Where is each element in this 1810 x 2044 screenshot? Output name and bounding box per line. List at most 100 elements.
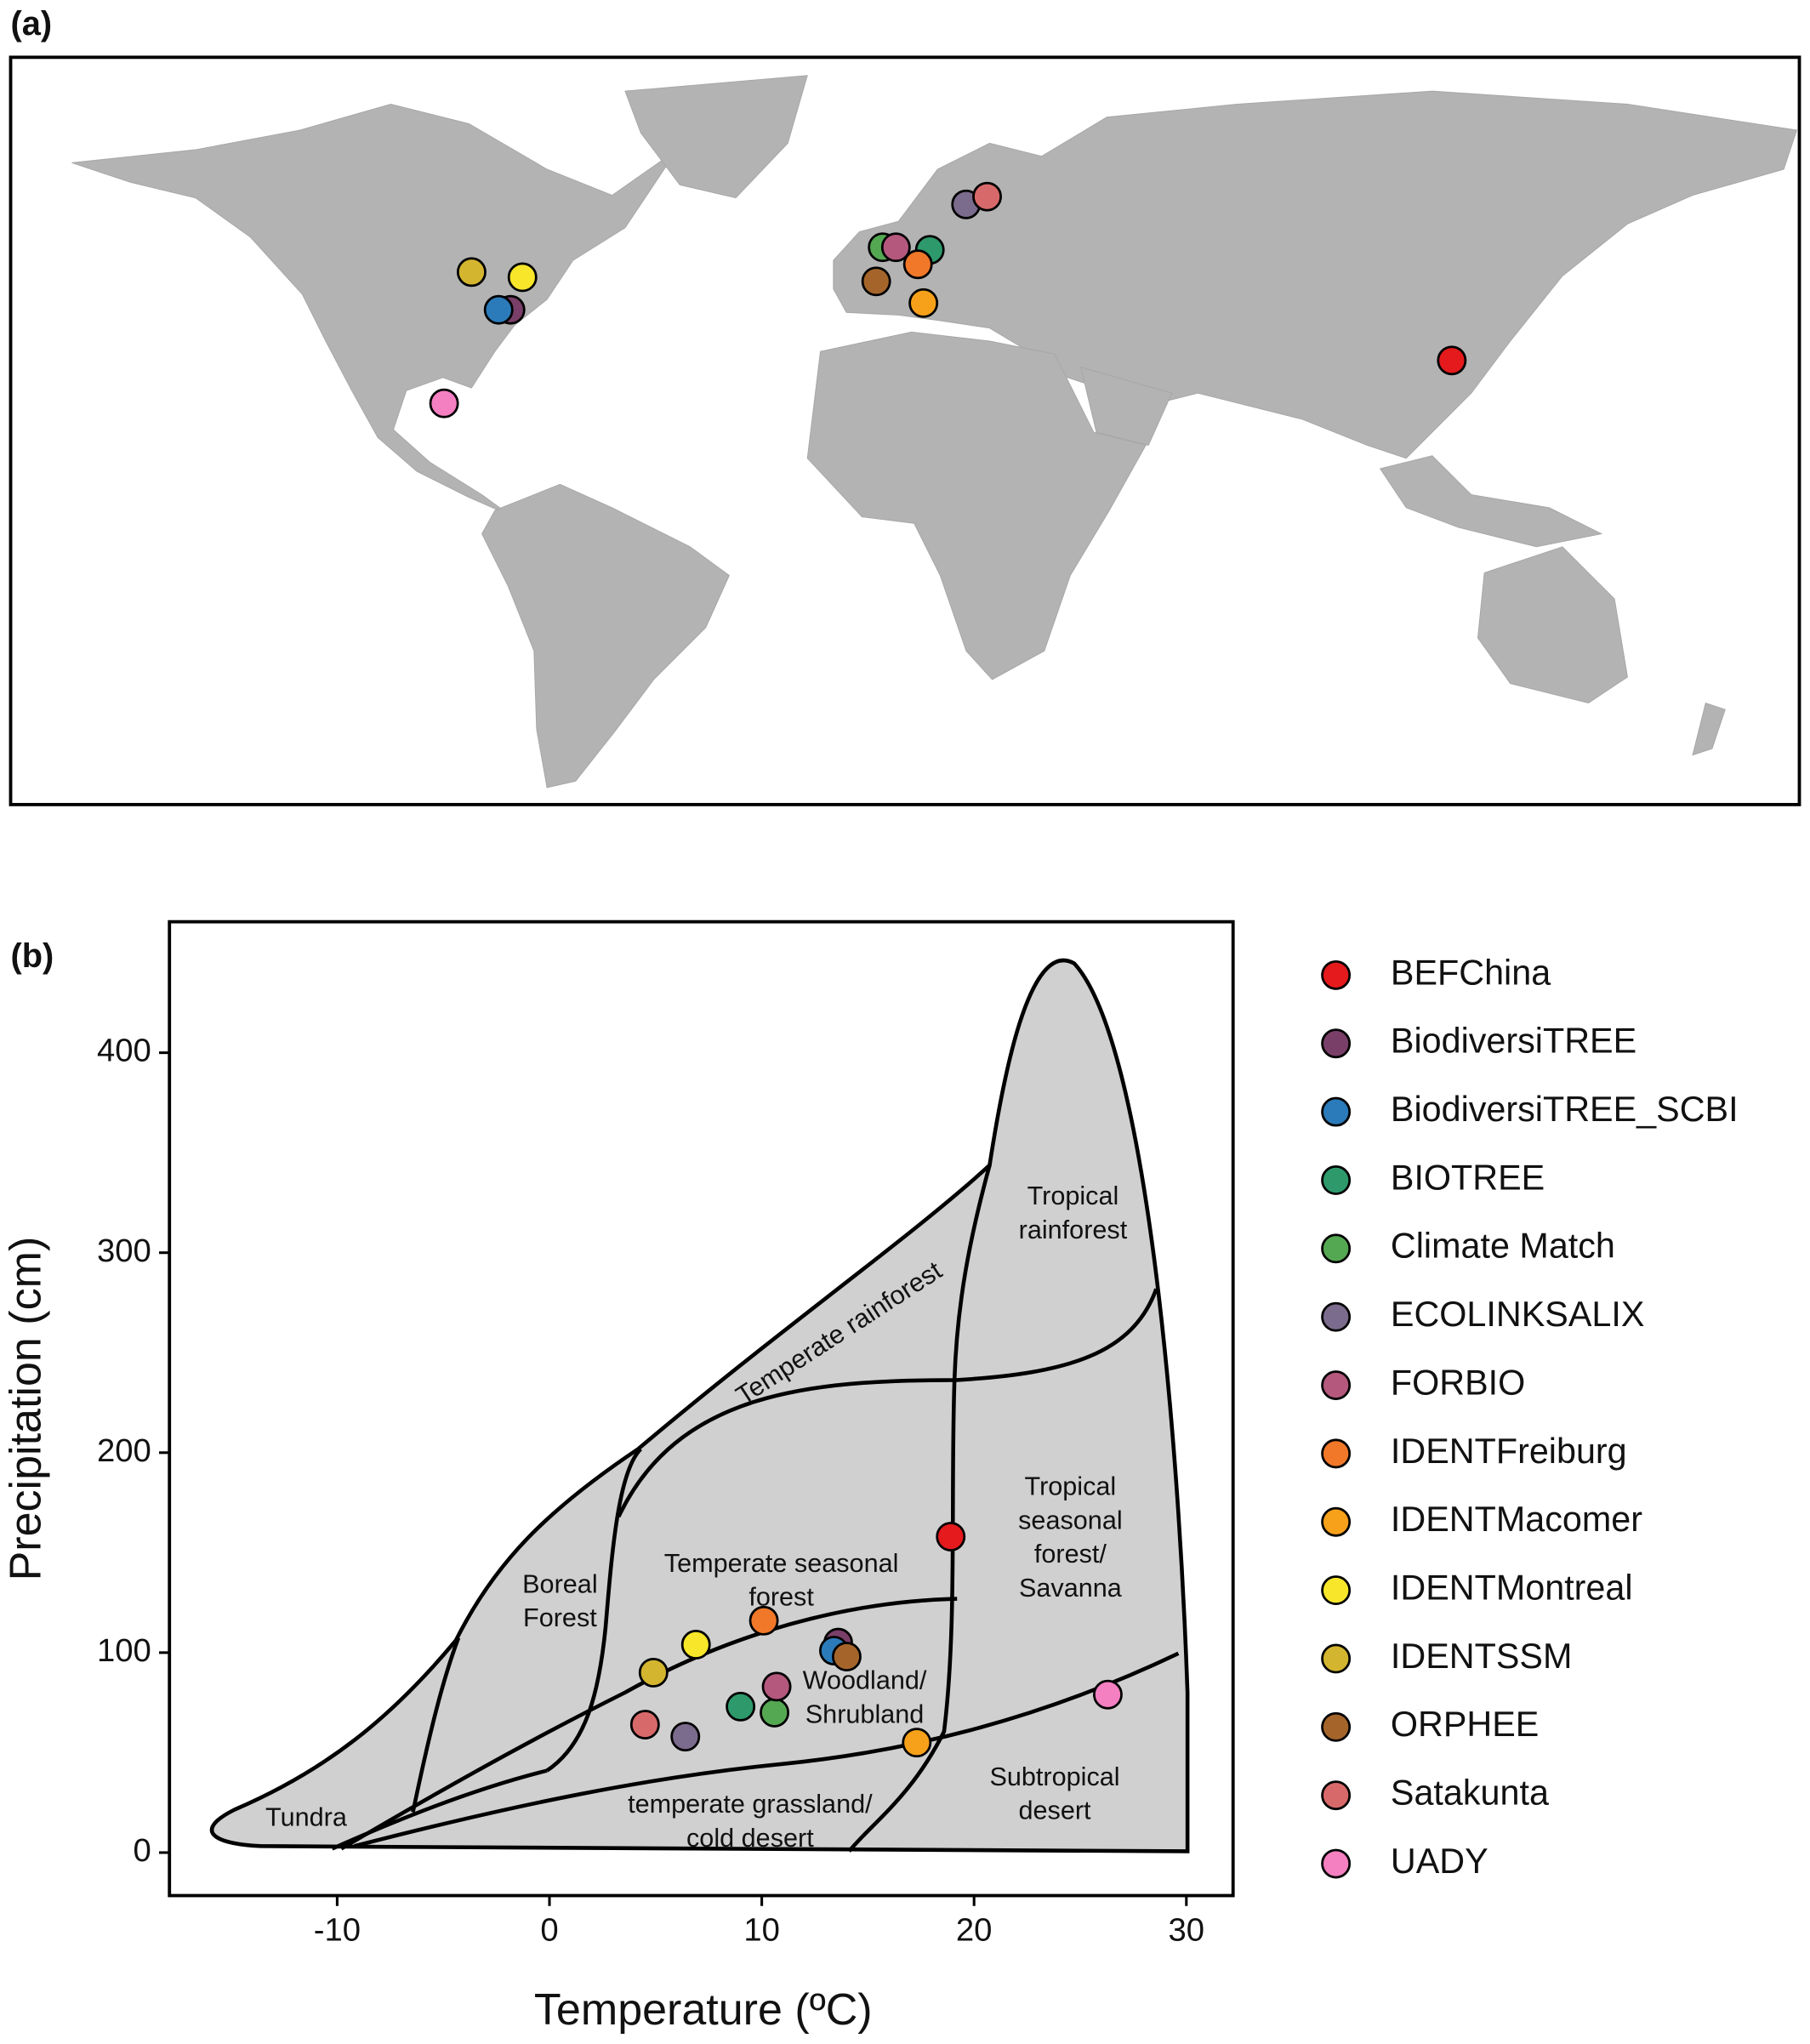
point [902, 1728, 932, 1758]
legend-swatch [1321, 1370, 1352, 1400]
legend-label: ORPHEE [1391, 1705, 1539, 1744]
point [761, 1671, 792, 1702]
south-america [481, 483, 730, 789]
y-tick-label: 100 [97, 1632, 151, 1669]
australia [1477, 546, 1628, 704]
legend-label: BIOTREE [1391, 1158, 1545, 1197]
biome-label: forest/ [1034, 1540, 1107, 1569]
biome-label: Subtropical [989, 1762, 1119, 1791]
biome-boundary [617, 1288, 1158, 1518]
map-point [972, 181, 1002, 212]
map-point [507, 262, 538, 293]
legend-label: IDENTMontreal [1391, 1569, 1633, 1608]
legend-swatch [1321, 1233, 1352, 1264]
legend-swatch [1321, 1165, 1352, 1195]
biome-label: Shrubland [805, 1700, 925, 1728]
legend-label: UADY [1391, 1842, 1488, 1881]
map-point [902, 249, 933, 280]
biome-label: Tundra [265, 1802, 348, 1831]
biome-boundary [331, 1768, 548, 1851]
biome-label: Boreal [522, 1569, 597, 1598]
biome-boundary [411, 1637, 461, 1813]
x-tick-label: 0 [540, 1911, 558, 1948]
legend-swatch [1321, 1711, 1352, 1742]
legend-label: Satakunta [1391, 1774, 1549, 1813]
legend-label: BiodiversiTREE [1391, 1022, 1636, 1061]
biome-label: desert [1018, 1796, 1091, 1825]
eurasia [833, 90, 1798, 459]
legend-label: BEFChina [1391, 953, 1551, 992]
map-point [908, 288, 939, 318]
x-tick-label: 30 [1169, 1911, 1205, 1948]
southeast-asia [1379, 455, 1603, 548]
legend-swatch [1321, 1301, 1352, 1332]
x-tick-label: -10 [314, 1911, 361, 1948]
point [760, 1697, 790, 1728]
biome-label: temperate grassland/ [628, 1790, 873, 1819]
legend-label: IDENTFreiburg [1391, 1432, 1627, 1471]
y-tick-label: 200 [97, 1432, 151, 1469]
x-axis-label: Temperature (ºC) [534, 1985, 873, 2035]
biome-boundary [340, 1597, 958, 1851]
biome-plot: Tundra Boreal Forest Temperate seasonal fore… [2, 920, 1235, 2035]
point [1092, 1679, 1123, 1710]
biome-label: Tropical [1025, 1472, 1117, 1501]
biome-boundary [545, 1447, 642, 1773]
map-point [1437, 345, 1467, 376]
biome-boundary [353, 1651, 1180, 1848]
biome-label: Woodland/ [803, 1666, 927, 1695]
x-tick-label: 20 [956, 1911, 993, 1948]
map-point [483, 294, 514, 325]
map-point [456, 257, 487, 288]
new-zealand [1692, 702, 1726, 756]
point [670, 1722, 701, 1752]
legend-swatch [1321, 959, 1352, 990]
y-tick-label: 0 [134, 1832, 151, 1869]
legend-swatch [1321, 1028, 1352, 1059]
legend-label: Climate Match [1391, 1227, 1615, 1266]
biome-label: Tropical [1027, 1181, 1119, 1210]
biome-label: rainforest [1019, 1216, 1128, 1244]
biome-label: seasonal [1018, 1506, 1123, 1534]
map-point [880, 232, 911, 263]
legend-swatch [1321, 1438, 1352, 1469]
legend-label: BiodiversiTREE_SCBI [1391, 1090, 1739, 1129]
point [936, 1522, 966, 1552]
north-america [71, 103, 678, 516]
biome-label: Savanna [1019, 1574, 1123, 1603]
x-tick-label: 10 [743, 1911, 780, 1948]
legend-swatch [1321, 1848, 1352, 1879]
panel-label: (a) [10, 5, 52, 43]
legend-swatch [1321, 1643, 1352, 1674]
map-point [429, 388, 459, 418]
arabia [1079, 366, 1173, 446]
biome-label: Forest [523, 1603, 597, 1632]
point [629, 1710, 660, 1739]
y-axis-label: Precipitation (cm) [2, 1237, 51, 1581]
legend-swatch [1321, 1575, 1352, 1606]
biome-label: cold desert [686, 1824, 814, 1853]
legend-label: FORBIO [1391, 1363, 1525, 1402]
biome-area [209, 958, 1190, 1853]
biome-label: Temperate seasonal [664, 1549, 899, 1578]
y-tick-label: 400 [97, 1033, 151, 1069]
legend-swatch [1321, 1096, 1352, 1127]
legend-label: IDENTSSM [1391, 1637, 1572, 1676]
greenland [624, 75, 808, 199]
y-tick-label: 300 [97, 1233, 151, 1269]
legend-label: ECOLINKSALIX [1391, 1295, 1645, 1334]
world-map [9, 55, 1801, 806]
legend-swatch [1321, 1506, 1352, 1537]
map-point [861, 266, 891, 297]
point [726, 1691, 756, 1722]
panel-label: (b) [10, 937, 54, 975]
point [831, 1642, 862, 1672]
point [748, 1605, 779, 1636]
point [680, 1630, 711, 1660]
africa [806, 331, 1147, 680]
legend: BEFChina BiodiversiTREE BiodiversiTREE_SCB… [1321, 953, 1739, 1881]
points [629, 1522, 1123, 1758]
map-points [429, 181, 1467, 418]
legend-label: IDENTMacomer [1391, 1500, 1642, 1539]
